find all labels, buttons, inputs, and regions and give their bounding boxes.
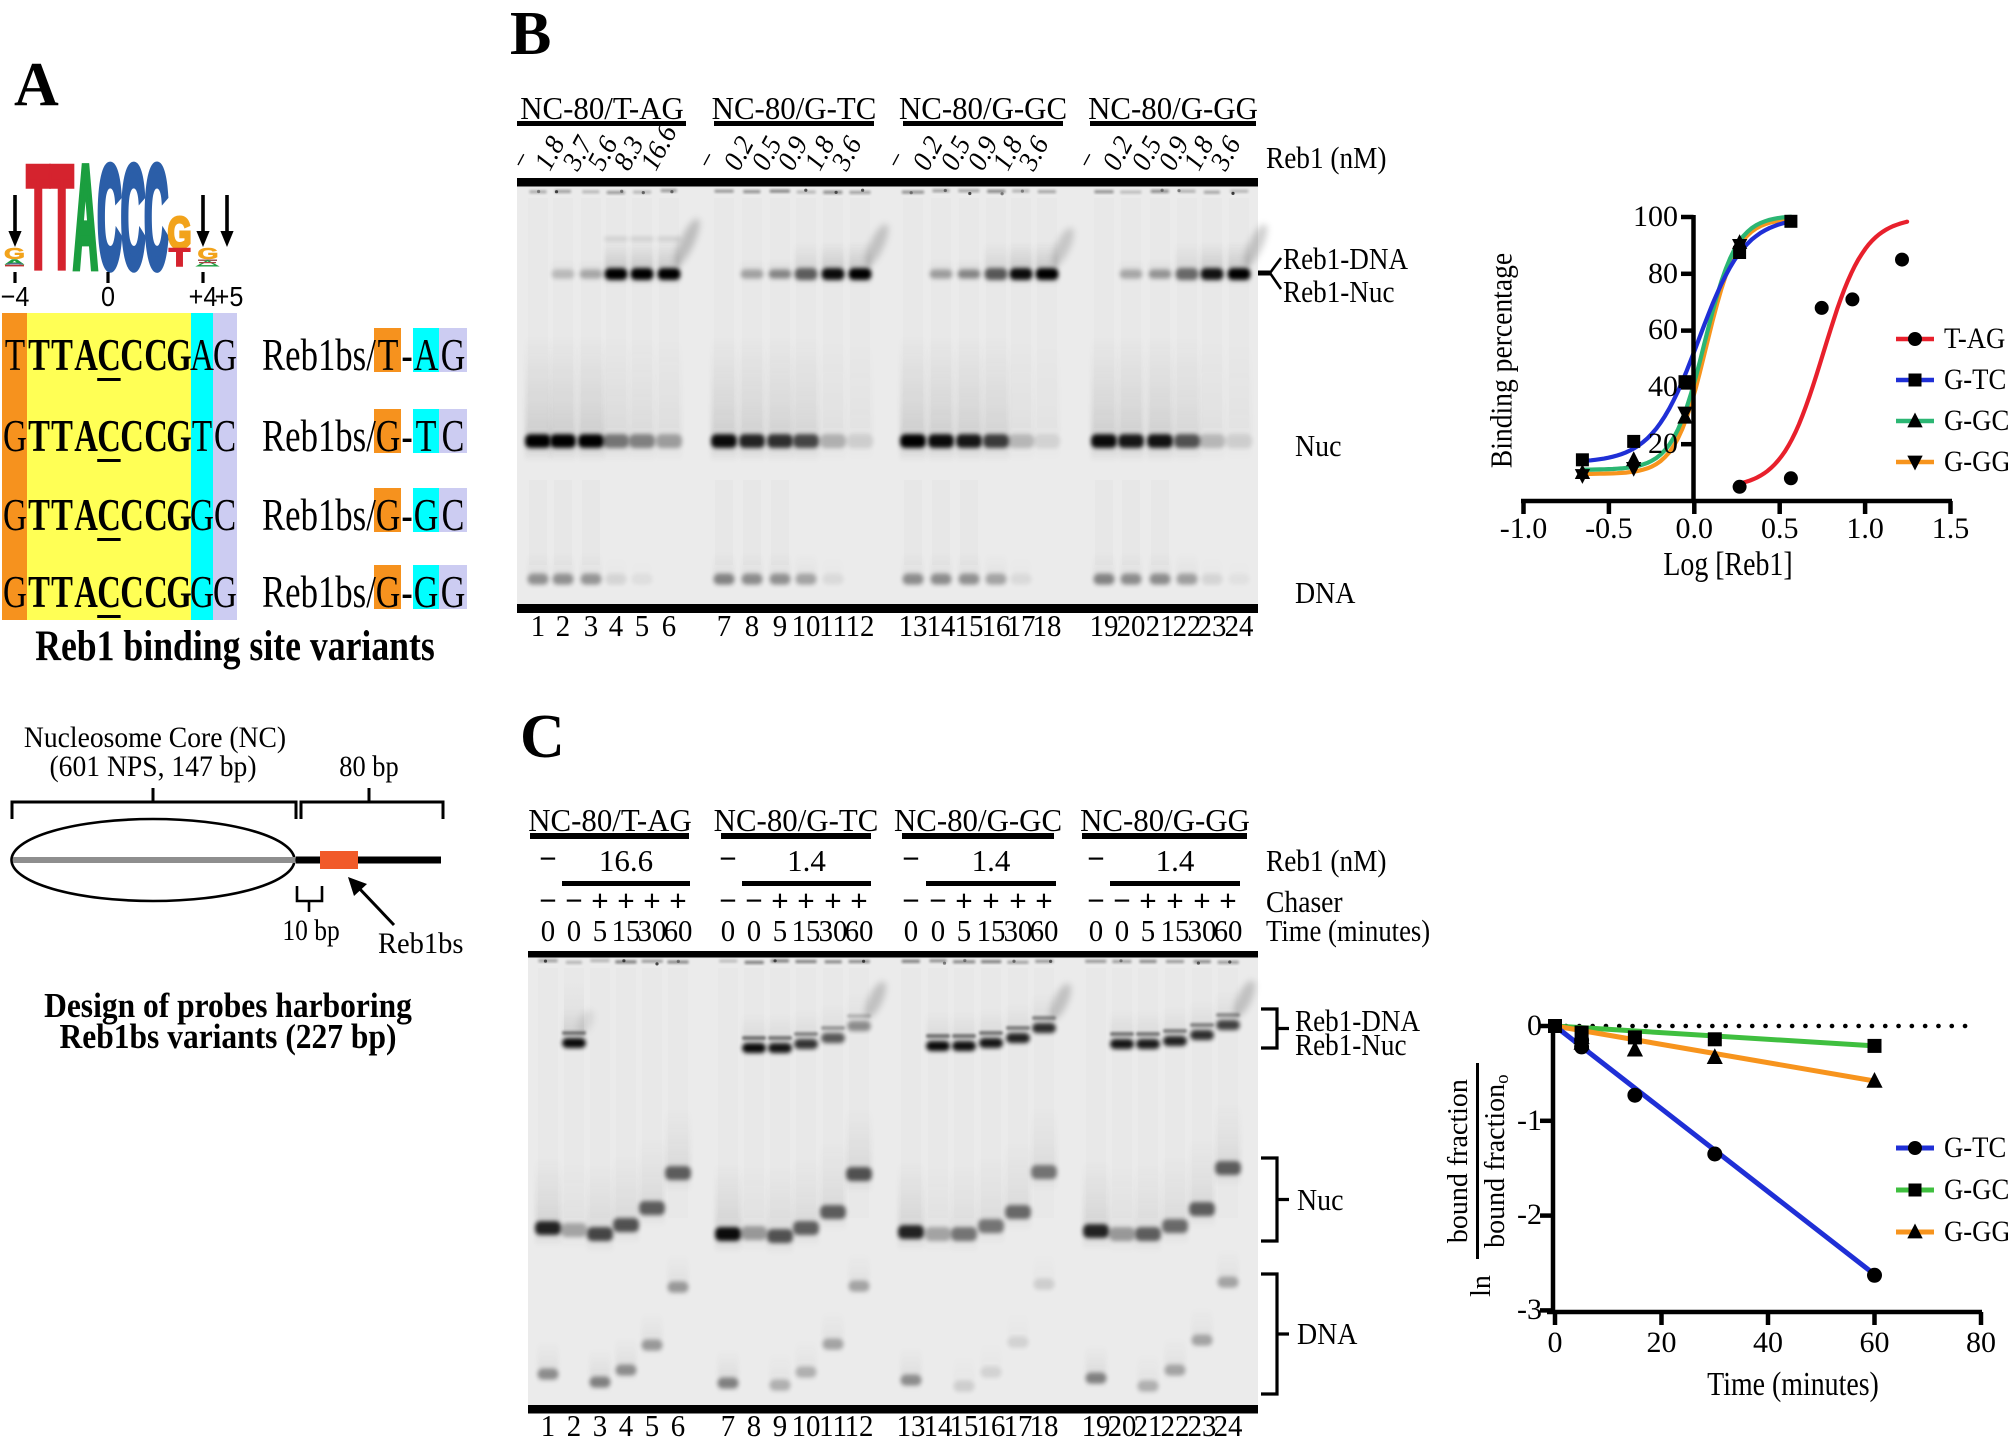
svg-text:T: T [27,139,50,297]
svg-text:C: C [145,138,169,297]
svg-text:G: G [4,245,25,262]
svg-text:T: T [50,139,73,297]
svg-text:A: A [5,258,25,266]
svg-text:C: C [121,138,145,296]
svg-text:G: G [168,208,192,258]
svg-text:T: T [169,244,191,271]
svg-text:A: A [74,138,98,296]
svg-text:C: C [98,138,122,296]
svg-text:G: G [198,245,219,262]
